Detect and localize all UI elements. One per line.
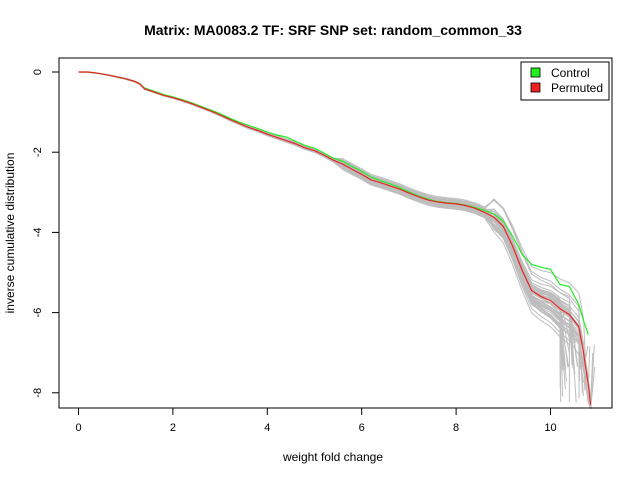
y-tick-label: 0: [32, 69, 44, 75]
series-lines: [78, 71, 592, 405]
series-line-permuted: [78, 71, 592, 405]
x-axis-label: weight fold change: [282, 450, 383, 464]
x-tick-label: 6: [359, 422, 365, 434]
legend-swatch-permuted: [530, 82, 541, 93]
x-tick-label: 0: [75, 422, 81, 434]
y-tick-label: -6: [32, 308, 44, 318]
chart-title: Matrix: MA0083.2 TF: SRF SNP set: random…: [144, 22, 522, 38]
legend-label-control: Control: [551, 66, 590, 80]
y-tick-label: -4: [32, 228, 44, 238]
y-axis-label: inverse cumulative distribution: [3, 153, 17, 314]
legend-label-permuted: Permuted: [551, 81, 603, 95]
y-tick-label: -2: [32, 147, 44, 157]
x-tick-label: 2: [170, 422, 176, 434]
x-tick-label: 10: [544, 422, 556, 434]
legend: Control Permuted: [520, 61, 610, 101]
y-axis: 0 -2 -4 -6 -8: [32, 69, 60, 398]
y-tick-label: -8: [32, 388, 44, 398]
series-line-control: [78, 71, 589, 335]
x-tick-label: 4: [264, 422, 270, 434]
x-axis: 0 2 4 6 8 10: [75, 407, 557, 434]
x-tick-label: 8: [453, 422, 459, 434]
legend-swatch-control: [530, 67, 541, 78]
